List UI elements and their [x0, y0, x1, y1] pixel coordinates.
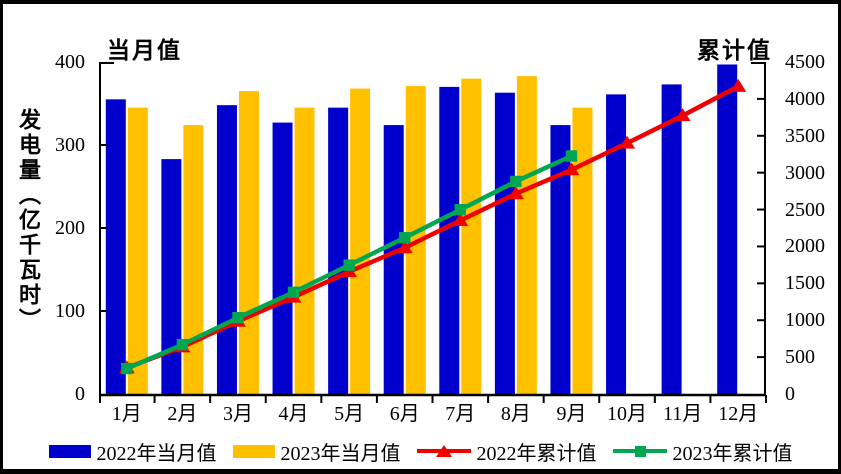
right-axis-title: 累计值 — [697, 38, 772, 63]
marker-square-2023年累计值-7月 — [454, 204, 466, 216]
legend-label: 2022年当月值 — [96, 442, 217, 465]
bar-2023年当月值-2月 — [183, 125, 204, 394]
marker-triangle-2022年累计值-10月 — [619, 135, 636, 149]
left-tick-label-200: 200 — [55, 217, 85, 239]
bar-2023年当月值-4月 — [294, 107, 315, 395]
x-tick-label-5月: 5月 — [334, 403, 365, 425]
x-tick-label-1月: 1月 — [111, 403, 142, 425]
x-tick-label-12月: 12月 — [718, 403, 759, 425]
marker-square-2023年累计值-9月 — [565, 150, 578, 162]
marker-square-2023年累计值-5月 — [343, 259, 355, 271]
bar-2022年当月值-4月 — [272, 122, 293, 394]
bar-2023年当月值-1月 — [127, 107, 148, 395]
line-2022年累计值 — [126, 84, 740, 370]
right-tick-label-3000: 3000 — [785, 161, 825, 184]
bar-2022年当月值-7月 — [439, 86, 460, 395]
right-tick-label-0: 0 — [785, 383, 795, 405]
bar-2022年当月值-3月 — [216, 105, 237, 394]
x-tick-label-8月: 8月 — [500, 403, 531, 425]
bar-2022年当月值-6月 — [383, 125, 404, 394]
legend-swatch-rect — [232, 444, 275, 458]
left-tick-label-100: 100 — [55, 300, 85, 322]
right-tick-label-4000: 4000 — [785, 87, 825, 110]
x-tick-label-7月: 7月 — [445, 403, 476, 425]
bar-2022年当月值-11月 — [661, 84, 682, 394]
right-tick-label-2000: 2000 — [785, 235, 825, 258]
x-tick-label-4月: 4月 — [278, 403, 309, 425]
bar-2023年当月值-5月 — [350, 88, 371, 394]
bar-2023年当月值-9月 — [572, 107, 593, 395]
left-axis-title: 当月值 — [107, 38, 182, 63]
triangle-marker-icon — [435, 445, 452, 457]
right-tick-label-500: 500 — [785, 346, 815, 369]
marker-triangle-2022年累计值-12月 — [730, 78, 747, 92]
left-tick-label-400: 400 — [55, 51, 85, 73]
bar-2023年当月值-3月 — [238, 91, 259, 395]
x-tick-label-2月: 2月 — [167, 403, 198, 425]
legend-item-2: 2022年累计值 — [416, 437, 597, 466]
right-tick-label-4500: 4500 — [785, 51, 825, 73]
marker-square-2023年累计值-2月 — [176, 338, 189, 351]
marker-square-2023年累计值-8月 — [510, 175, 522, 188]
bar-2023年当月值-8月 — [516, 76, 537, 395]
legend-swatch-line-triangle — [416, 443, 471, 459]
legend-label: 2023年当月值 — [280, 442, 401, 465]
legend-label: 2023年累计值 — [672, 442, 793, 465]
x-tick-label-11月: 11月 — [662, 403, 703, 425]
x-tick-label-9月: 9月 — [556, 403, 587, 425]
left-tick-label-300: 300 — [55, 134, 85, 156]
x-tick-label-10月: 10月 — [607, 403, 648, 425]
left-tick-label-0: 0 — [75, 383, 85, 405]
marker-square-2023年累计值-3月 — [232, 312, 244, 324]
marker-square-2023年累计值-4月 — [287, 286, 300, 298]
x-tick-label-3月: 3月 — [222, 403, 253, 425]
square-marker-icon — [634, 446, 646, 457]
legend-label: 2022年累计值 — [476, 442, 597, 465]
y-axis-unit-label: 发电量（亿千瓦时） — [16, 108, 41, 333]
plot-area — [99, 62, 767, 403]
legend-swatch-line-square — [612, 443, 667, 459]
bar-2022年当月值-10月 — [606, 94, 627, 394]
bar-2022年当月值-8月 — [494, 92, 515, 395]
marker-square-2023年累计值-1月 — [121, 362, 133, 375]
bar-2022年当月值-5月 — [328, 107, 349, 395]
marker-triangle-2022年累计值-9月 — [563, 162, 580, 176]
x-tick-label-6月: 6月 — [389, 403, 420, 425]
marker-square-2023年累计值-6月 — [399, 232, 411, 244]
bar-2022年当月值-12月 — [717, 64, 738, 395]
bar-2022年当月值-1月 — [105, 99, 126, 394]
right-tick-label-1000: 1000 — [785, 309, 825, 332]
marker-triangle-2022年累计值-11月 — [674, 108, 691, 122]
legend-item-0: 2022年当月值 — [48, 437, 217, 466]
legend-item-1: 2023年当月值 — [232, 437, 401, 466]
right-tick-label-1500: 1500 — [785, 272, 825, 295]
right-tick-label-3500: 3500 — [785, 124, 825, 147]
bar-2023年当月值-7月 — [461, 78, 482, 394]
right-tick-label-2500: 2500 — [785, 198, 825, 221]
marker-triangle-2022年累计值-7月 — [452, 212, 469, 226]
legend-item-3: 2023年累计值 — [612, 437, 793, 466]
bar-2022年当月值-9月 — [550, 125, 571, 394]
marker-triangle-2022年累计值-6月 — [396, 240, 413, 254]
legend: 2022年当月值 2023年当月值 2022年累计值 2023年累计值 — [3, 437, 838, 466]
legend-swatch-rect — [48, 444, 91, 458]
marker-triangle-2022年累计值-8月 — [507, 186, 524, 200]
bar-2022年当月值-2月 — [161, 159, 182, 394]
